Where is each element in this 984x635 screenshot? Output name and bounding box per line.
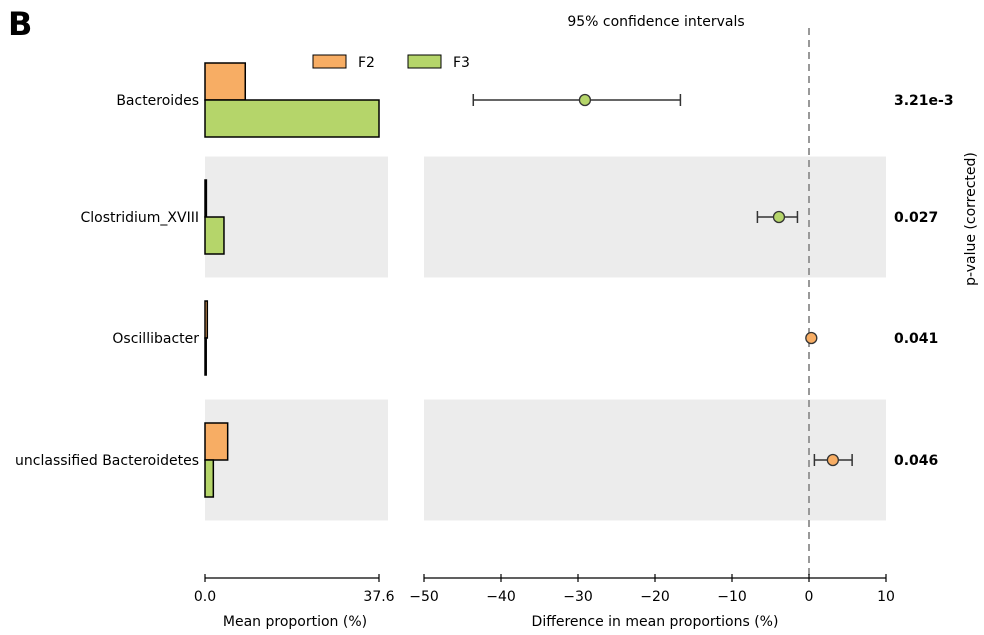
p-value-label: 3.21e-3: [894, 93, 954, 109]
mean-proportion-axis-label: Mean proportion (%): [223, 614, 367, 630]
difference-axis-tick-label: −40: [486, 589, 516, 605]
legend: F2 F3: [312, 54, 470, 71]
p-value-label: 0.046: [894, 453, 938, 469]
mean-proportion-panel: Bacteroides Clostridium_XVIII Oscillibacte…: [15, 62, 395, 605]
category-label: Bacteroides: [116, 93, 199, 109]
difference-axis-tick-label: 0: [805, 589, 814, 605]
row-band-right: [424, 156, 886, 278]
category-label: Clostridium_XVIII: [80, 210, 199, 226]
row-band-left: [205, 156, 388, 278]
difference-panel: −50 −40 −30 −20 −10 0 10: [409, 28, 895, 605]
mean-bar-f2: [204, 179, 208, 218]
mean-axis-tick-label: 0.0: [194, 589, 216, 605]
difference-point: [578, 93, 592, 107]
category-label: Oscillibacter: [112, 331, 199, 347]
legend-label: F3: [453, 55, 470, 71]
difference-axis-tick-label: −10: [717, 589, 747, 605]
mean-bar-f3: [204, 459, 215, 498]
difference-point: [805, 331, 818, 345]
p-value-label: 0.041: [894, 331, 938, 347]
row-band-left: [205, 399, 388, 521]
mean-bar-f2: [204, 62, 247, 101]
difference-axis-tick-label: −30: [563, 589, 593, 605]
difference-point: [772, 210, 786, 224]
difference-axis-tick-label: −20: [640, 589, 670, 605]
mean-axis-tick-label: 37.6: [363, 589, 394, 605]
p-value-column: 3.21e-3 0.027 0.041 0.046: [894, 93, 954, 469]
difference-axis-tick-label: −50: [409, 589, 439, 605]
difference-point: [826, 453, 840, 467]
legend-label: F2: [358, 55, 375, 71]
legend-swatch: [312, 54, 347, 69]
mean-bar-f3: [204, 337, 207, 376]
difference-axis-tick-label: 10: [877, 589, 895, 605]
chart-title: 95% confidence intervals: [567, 14, 744, 30]
row-bands: [205, 156, 886, 521]
mean-bar-f3: [204, 99, 380, 138]
mean-bar-f3: [204, 216, 225, 255]
mean-bar-f2: [204, 422, 229, 461]
difference-axis-label: Difference in mean proportions (%): [532, 614, 779, 630]
category-label: unclassified Bacteroidetes: [15, 453, 199, 469]
panel-label: B: [8, 5, 32, 43]
p-value-axis-label: p-value (corrected): [963, 152, 979, 286]
legend-swatch: [407, 54, 442, 69]
p-value-label: 0.027: [894, 210, 938, 226]
mean-bar-f2: [204, 300, 209, 339]
